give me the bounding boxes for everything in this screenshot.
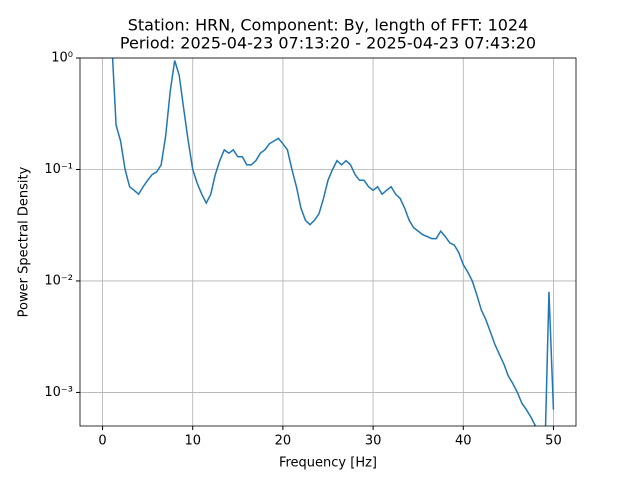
x-tick-label: 0	[98, 434, 106, 449]
x-axis-label: Frequency [Hz]	[279, 456, 377, 471]
x-tick-label: 50	[545, 434, 562, 449]
x-tick-label: 20	[275, 434, 292, 449]
y-tick-label: 10⁰	[51, 51, 73, 66]
x-tick-label: 10	[184, 434, 201, 449]
x-tick-label: 40	[455, 434, 472, 449]
y-tick-label: 10⁻¹	[44, 162, 73, 177]
y-tick-label: 10⁻³	[44, 385, 73, 400]
y-tick-label: 10⁻²	[44, 273, 73, 288]
x-tick-label: 30	[365, 434, 382, 449]
data-line	[111, 58, 555, 426]
y-axis-label: Power Spectral Density	[17, 166, 32, 317]
chart-subtitle: Period: 2025-04-23 07:13:20 - 2025-04-23…	[120, 34, 536, 53]
chart-title: Station: HRN, Component: By, length of F…	[128, 16, 529, 35]
plot-frame	[79, 57, 577, 427]
